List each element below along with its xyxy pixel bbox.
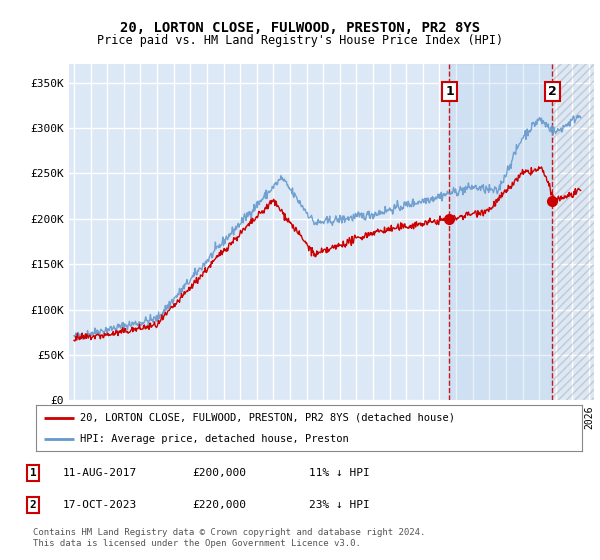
Text: 2: 2 xyxy=(548,85,557,98)
Text: Contains HM Land Registry data © Crown copyright and database right 2024.
This d: Contains HM Land Registry data © Crown c… xyxy=(33,528,425,548)
Bar xyxy=(552,64,598,400)
Bar xyxy=(552,64,598,400)
Text: 23% ↓ HPI: 23% ↓ HPI xyxy=(309,500,370,510)
Text: 17-OCT-2023: 17-OCT-2023 xyxy=(63,500,137,510)
Text: 11% ↓ HPI: 11% ↓ HPI xyxy=(309,468,370,478)
Text: HPI: Average price, detached house, Preston: HPI: Average price, detached house, Pres… xyxy=(80,435,349,444)
Text: 2: 2 xyxy=(29,500,37,510)
Bar xyxy=(449,64,552,400)
Text: 1: 1 xyxy=(29,468,37,478)
Text: 20, LORTON CLOSE, FULWOOD, PRESTON, PR2 8YS: 20, LORTON CLOSE, FULWOOD, PRESTON, PR2 … xyxy=(120,21,480,35)
Text: £220,000: £220,000 xyxy=(192,500,246,510)
Text: 11-AUG-2017: 11-AUG-2017 xyxy=(63,468,137,478)
Text: 20, LORTON CLOSE, FULWOOD, PRESTON, PR2 8YS (detached house): 20, LORTON CLOSE, FULWOOD, PRESTON, PR2 … xyxy=(80,413,455,423)
Text: 1: 1 xyxy=(445,85,454,98)
Text: Price paid vs. HM Land Registry's House Price Index (HPI): Price paid vs. HM Land Registry's House … xyxy=(97,34,503,46)
Text: £200,000: £200,000 xyxy=(192,468,246,478)
